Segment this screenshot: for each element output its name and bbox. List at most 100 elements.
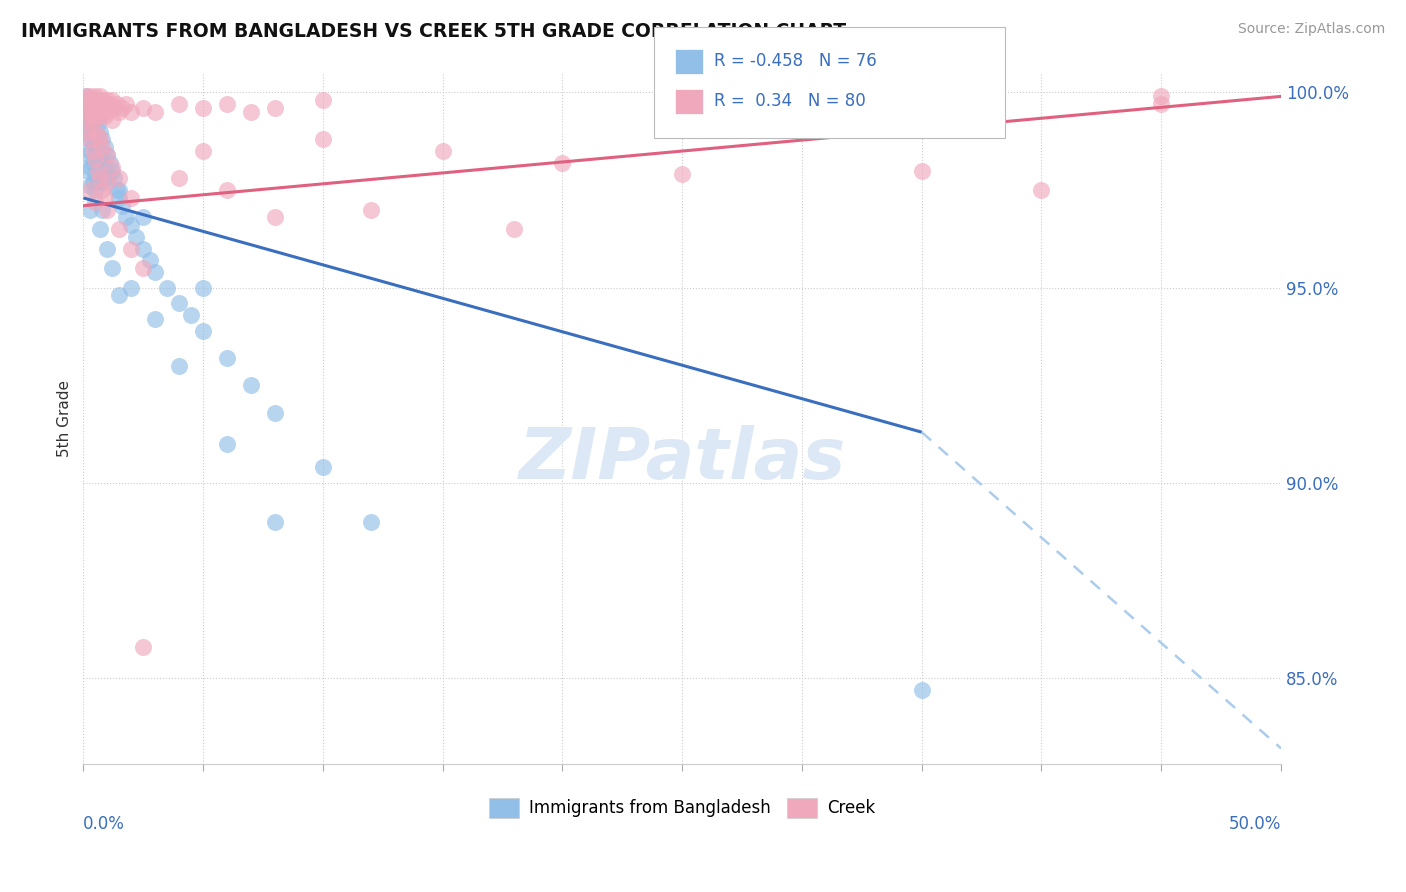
Point — [79, 109, 101, 123]
Point — [91, 140, 114, 154]
Point — [108, 183, 131, 197]
Point — [143, 105, 166, 120]
Point — [96, 175, 118, 189]
Point — [84, 152, 107, 166]
Point — [120, 242, 142, 256]
Point — [96, 242, 118, 256]
Point — [503, 222, 526, 236]
Point — [101, 163, 124, 178]
Text: 0.0%: 0.0% — [83, 814, 125, 833]
Point — [132, 211, 155, 225]
Point — [108, 288, 131, 302]
Y-axis label: 5th Grade: 5th Grade — [58, 380, 72, 457]
Point — [105, 183, 128, 197]
Point — [215, 351, 238, 365]
Point — [89, 222, 111, 236]
Point — [75, 101, 97, 115]
Point — [191, 324, 214, 338]
Point — [91, 105, 114, 120]
Point — [264, 406, 287, 420]
Point — [82, 155, 104, 169]
Point — [1150, 97, 1173, 112]
Point — [1031, 183, 1053, 197]
Point — [180, 308, 202, 322]
Point — [82, 175, 104, 189]
Point — [75, 89, 97, 103]
Point — [89, 124, 111, 138]
Point — [79, 128, 101, 143]
Point — [215, 437, 238, 451]
Point — [79, 179, 101, 194]
Point — [239, 378, 262, 392]
Point — [84, 148, 107, 162]
Point — [94, 97, 117, 112]
Point — [132, 261, 155, 276]
Point — [312, 93, 335, 107]
Point — [89, 109, 111, 123]
Point — [139, 253, 162, 268]
Point — [77, 163, 100, 178]
Point — [132, 242, 155, 256]
Point — [132, 640, 155, 654]
Point — [167, 171, 190, 186]
Point — [86, 117, 108, 131]
Point — [108, 105, 131, 120]
Point — [115, 97, 138, 112]
Point — [77, 105, 100, 120]
Point — [264, 211, 287, 225]
Point — [82, 136, 104, 151]
Point — [103, 171, 125, 186]
Point — [75, 89, 97, 103]
Point — [191, 281, 214, 295]
Point — [167, 359, 190, 373]
Point — [191, 144, 214, 158]
Point — [79, 202, 101, 217]
Point — [84, 194, 107, 209]
Point — [82, 120, 104, 135]
Point — [360, 202, 382, 217]
Point — [79, 112, 101, 127]
Point — [120, 105, 142, 120]
Point — [115, 211, 138, 225]
Point — [75, 124, 97, 138]
Point — [110, 199, 132, 213]
Point — [143, 312, 166, 326]
Point — [167, 97, 190, 112]
Point — [79, 160, 101, 174]
Point — [120, 218, 142, 232]
Point — [911, 163, 934, 178]
Point — [312, 460, 335, 475]
Point — [91, 175, 114, 189]
Point — [98, 155, 121, 169]
Point — [983, 93, 1005, 107]
Point — [96, 93, 118, 107]
Point — [790, 124, 813, 138]
Point — [96, 148, 118, 162]
Point — [96, 202, 118, 217]
Point — [360, 515, 382, 529]
Text: Source: ZipAtlas.com: Source: ZipAtlas.com — [1237, 22, 1385, 37]
Point — [82, 93, 104, 107]
Text: ZIPatlas: ZIPatlas — [519, 425, 846, 494]
Point — [911, 682, 934, 697]
Point — [101, 93, 124, 107]
Point — [91, 93, 114, 107]
Point — [84, 168, 107, 182]
Point — [264, 101, 287, 115]
Point — [94, 191, 117, 205]
Point — [89, 144, 111, 158]
Point — [79, 97, 101, 112]
Point — [79, 183, 101, 197]
Point — [167, 296, 190, 310]
Point — [79, 97, 101, 112]
Point — [94, 163, 117, 178]
Point — [77, 148, 100, 162]
Point — [86, 163, 108, 178]
Point — [125, 230, 148, 244]
Point — [82, 144, 104, 158]
Point — [105, 97, 128, 112]
Point — [432, 144, 454, 158]
Point — [132, 101, 155, 115]
Point — [101, 112, 124, 127]
Point — [239, 105, 262, 120]
